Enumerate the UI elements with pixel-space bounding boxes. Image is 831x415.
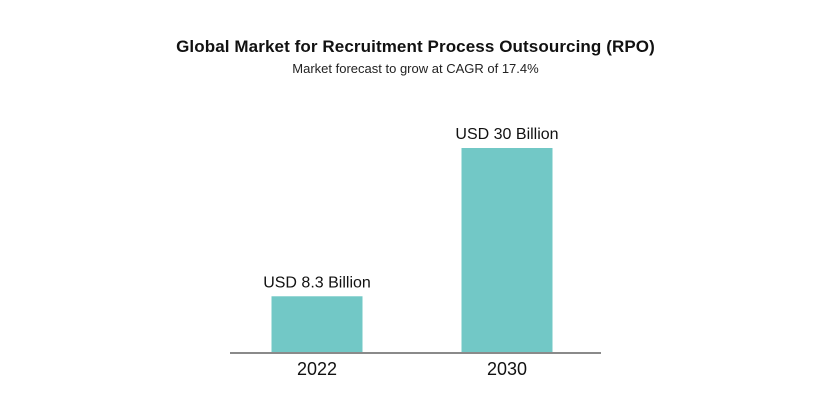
data-label-2030: USD 30 Billion bbox=[455, 126, 558, 143]
chart-title: Global Market for Recruitment Process Ou… bbox=[176, 37, 655, 56]
x-tick-label-2030: 2030 bbox=[487, 359, 527, 379]
bar-2030 bbox=[461, 148, 553, 353]
data-label-2022: USD 8.3 Billion bbox=[263, 274, 371, 291]
x-tick-label-2022: 2022 bbox=[297, 359, 337, 379]
bar-2022 bbox=[271, 296, 363, 353]
chart-subtitle: Market forecast to grow at CAGR of 17.4% bbox=[292, 61, 539, 76]
